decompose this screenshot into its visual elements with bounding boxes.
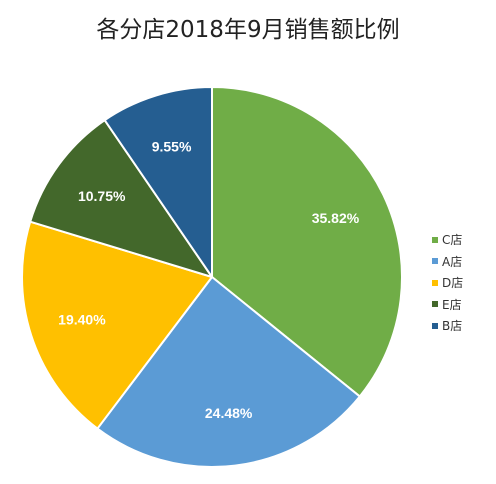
data-label-e: 10.75%	[78, 188, 126, 204]
pie-slice-b	[103, 86, 213, 278]
data-label-c: 35.82%	[312, 210, 360, 226]
legend-label-a: A店	[442, 254, 463, 269]
pie-slice-d	[20, 220, 213, 430]
legend-item-e: E店	[432, 294, 463, 316]
legend-item-b: B店	[432, 315, 463, 337]
legend-swatch-a	[432, 258, 438, 265]
pie-slice-e	[29, 119, 213, 278]
legend-swatch-b	[432, 322, 438, 329]
pie-slices	[20, 86, 403, 469]
legend-item-a: A店	[432, 251, 463, 273]
legend-label-b: B店	[442, 319, 463, 334]
legend-label-e: E店	[442, 297, 462, 312]
legend-item-d: D店	[432, 272, 463, 294]
pie-slice-a	[96, 276, 361, 469]
legend-label-d: D店	[442, 276, 464, 291]
legend: C店 A店 D店 E店 B店	[432, 229, 463, 337]
data-label-a: 24.48%	[205, 405, 253, 421]
data-label-d: 19.40%	[58, 311, 106, 327]
pie-slice-c	[211, 86, 403, 398]
legend-swatch-c	[432, 236, 438, 243]
legend-item-c: C店	[432, 229, 463, 251]
chart-title: 各分店2018年9月销售额比例	[96, 17, 400, 43]
legend-label-c: C店	[442, 233, 463, 248]
legend-swatch-d	[432, 279, 438, 286]
pie-data-labels: 35.82% 24.48% 19.40% 10.75% 9.55%	[58, 138, 360, 420]
data-label-b: 9.55%	[152, 138, 192, 154]
legend-swatch-e	[432, 301, 438, 308]
